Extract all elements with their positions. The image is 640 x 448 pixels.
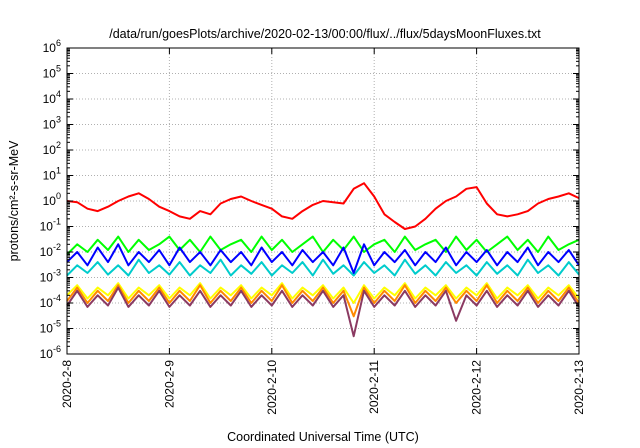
- y-tick-label: 10-6: [40, 344, 61, 361]
- series-line: [66, 284, 580, 318]
- y-tick-label: 10-1: [40, 217, 61, 234]
- chart-title: /data/run/goesPlots/archive/2020-02-13/0…: [109, 27, 541, 41]
- y-tick-label: 10-5: [40, 319, 61, 336]
- x-tick-label: 2020-2-11: [367, 360, 381, 414]
- y-tick-label: 101: [43, 166, 61, 183]
- y-tick-label: 10-4: [40, 293, 61, 310]
- series-layer: [66, 182, 580, 338]
- y-axis-label: protons/cm²-s-sr-MeV: [7, 140, 21, 262]
- x-axis-ticks: 2020-2-8 2020-2-9 2020-2-10 2020-2-11 2020-2…: [60, 48, 586, 415]
- y-tick-label: 104: [43, 89, 61, 106]
- x-tick-label: 2020-2-13: [572, 360, 586, 415]
- y-tick-label: 100: [43, 191, 61, 208]
- series-line: [66, 182, 580, 230]
- y-axis-ticks: 10-6 10-5 10-4 10-3 10-2 10-1 100 101 102 103 104 1…: [40, 38, 579, 361]
- y-tick-label: 103: [43, 115, 61, 132]
- series-line: [66, 258, 580, 277]
- x-tick-label: 2020-2-8: [60, 360, 74, 408]
- y-tick-label: 10-3: [40, 268, 61, 285]
- series-line: [66, 243, 580, 274]
- y-tick-label: 106: [43, 38, 61, 55]
- series-line: [66, 286, 580, 338]
- series-line: [66, 282, 580, 304]
- y-tick-label: 105: [43, 64, 61, 81]
- y-tick-label: 10-2: [40, 242, 61, 259]
- x-tick-label: 2020-2-9: [162, 360, 176, 408]
- y-tick-label: 102: [43, 140, 61, 157]
- x-tick-label: 2020-2-12: [470, 360, 484, 415]
- x-axis-label: Coordinated Universal Time (UTC): [227, 430, 419, 444]
- x-tick-label: 2020-2-10: [265, 360, 279, 415]
